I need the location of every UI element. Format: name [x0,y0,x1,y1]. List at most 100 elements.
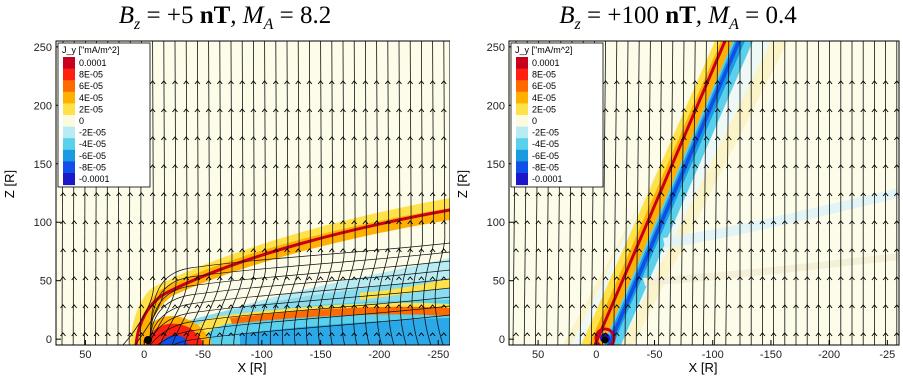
field-arrow [440,192,447,197]
field-arrow [149,276,156,281]
field-arrow [658,136,665,141]
field-arrow [513,192,519,197]
legend-label: -2E-05 [79,128,106,138]
y-tick-label: 100 [34,217,52,229]
field-arrow [613,80,620,85]
legend-label: 0.0001 [79,58,107,68]
legend-swatch [516,149,528,162]
field-arrow [591,248,598,253]
field-arrow [127,276,134,281]
field-arrow [871,136,878,141]
field-arrow [804,304,811,309]
field-arrow [669,136,676,141]
field-arrow [871,332,878,337]
field-arrow [272,192,279,197]
field-arrow [647,304,654,309]
field-arrow [658,108,665,113]
field-arrow [373,248,380,253]
field-arrow [384,332,391,337]
field-arrow [284,136,290,141]
field-arrow [172,220,178,225]
field-arrow [893,304,899,309]
field-arrow [815,192,822,197]
field-arrow [748,108,755,113]
field-arrow [804,220,811,225]
field-arrow [793,80,799,85]
legend-label: -6E-05 [79,151,106,161]
field-arrow [407,248,414,253]
field-arrow [725,276,732,281]
field-arrow [569,332,575,337]
y-axis: 0 50 100 150 200 250 [487,42,514,346]
field-arrow [317,192,324,197]
field-line [257,41,278,345]
field-arrow [546,248,553,253]
field-arrow [306,304,313,309]
x-tick-label: 50 [79,349,91,361]
field-arrow [837,276,844,281]
field-arrow [714,332,721,337]
field-arrow [636,164,643,169]
field-arrow [882,248,889,253]
field-arrow [373,220,380,225]
title-subscript-2: A [729,16,739,33]
field-line [669,41,674,345]
field-arrow [362,304,369,309]
field-arrow [524,276,531,281]
field-arrow [557,248,564,253]
field-line [281,41,300,345]
field-arrow [681,108,687,113]
field-arrow [513,220,519,225]
field-arrow [328,192,335,197]
field-arrow [362,220,369,225]
current-density-field [130,198,450,345]
field-arrow [71,332,78,337]
field-arrow [228,192,234,197]
field-arrow [714,136,721,141]
x-tick-label: -200 [818,349,840,361]
field-arrow [351,192,358,197]
field-arrow [216,136,223,141]
field-arrow [781,136,788,141]
legend-swatch [516,68,528,81]
legend-label: 6E-05 [79,81,103,91]
field-arrow [362,332,369,337]
field-arrow [284,248,290,253]
field-arrow [804,80,811,85]
field-arrow [306,332,313,337]
field-arrow [770,108,777,113]
field-arrow [351,304,358,309]
field-arrow [759,304,766,309]
y-tick-label: 50 [40,276,52,288]
field-arrow [317,304,324,309]
field-arrow [714,248,721,253]
field-arrow [340,108,346,113]
field-arrow [557,192,564,197]
field-line [691,41,696,345]
field-arrow [149,332,156,337]
legend-swatch [63,173,75,186]
field-arrow [815,304,822,309]
field-arrow [407,164,414,169]
field-arrow [849,220,855,225]
field-arrow [658,80,665,85]
field-arrow [860,220,867,225]
field-arrow [250,80,257,85]
field-arrow [160,220,167,225]
field-arrow [804,164,811,169]
field-arrow [362,136,369,141]
field-arrow [216,276,223,281]
field-arrow [239,248,246,253]
field-arrow [205,80,212,85]
field-arrow [826,192,833,197]
field-line [171,41,199,345]
field-arrow [882,136,889,141]
field-arrow [636,192,643,197]
field-arrow [194,276,201,281]
field-arrow [759,80,766,85]
field-arrow [871,108,878,113]
field-arrow [362,276,369,281]
field-arrow [569,220,575,225]
field-arrow [362,164,369,169]
field-line [341,41,356,345]
